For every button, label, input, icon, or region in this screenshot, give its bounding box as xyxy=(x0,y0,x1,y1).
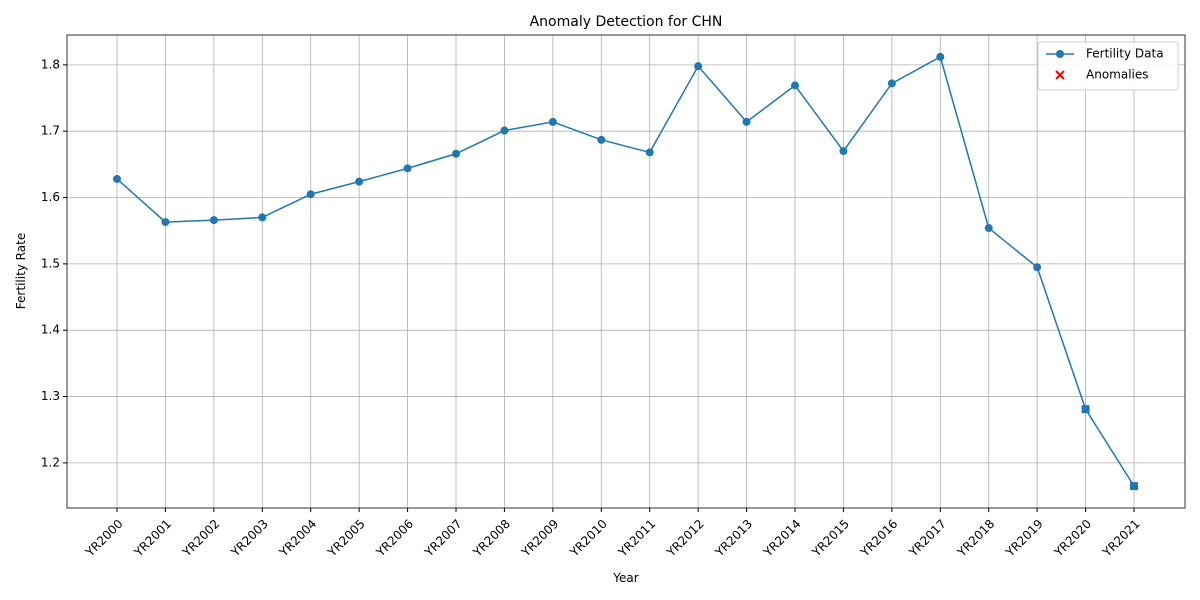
data-point xyxy=(500,126,509,135)
y-tick-label: 1.4 xyxy=(41,323,60,337)
data-point xyxy=(355,177,364,186)
legend-label: Fertility Data xyxy=(1086,47,1164,61)
y-tick-label: 1.3 xyxy=(41,389,60,403)
x-axis-label: Year xyxy=(612,571,638,585)
y-tick-label: 1.7 xyxy=(41,124,60,138)
data-point xyxy=(694,62,703,71)
data-point xyxy=(403,164,412,173)
data-point xyxy=(113,174,121,183)
data-point xyxy=(258,213,267,222)
data-point xyxy=(1081,405,1090,414)
data-point xyxy=(791,81,799,90)
data-point xyxy=(742,117,751,126)
data-point xyxy=(984,224,993,233)
legend-label: Anomalies xyxy=(1086,68,1149,82)
legend-marker xyxy=(1055,70,1065,80)
y-tick-label: 1.5 xyxy=(41,256,60,270)
data-point xyxy=(645,148,654,157)
y-axis-label: Fertility Rate xyxy=(14,233,28,309)
y-tick-label: 1.2 xyxy=(41,455,60,469)
legend-marker xyxy=(1056,50,1064,58)
data-point xyxy=(306,190,315,199)
data-point xyxy=(597,135,606,144)
legend: Fertility Data Anomalies xyxy=(1037,41,1179,91)
data-point xyxy=(839,147,848,156)
data-point xyxy=(887,79,896,88)
plot-frame xyxy=(66,34,1186,509)
data-point xyxy=(1130,482,1138,491)
data-point xyxy=(209,216,218,225)
data-point xyxy=(452,149,460,158)
chart-title: Anomaly Detection for CHN xyxy=(530,14,723,30)
series-line xyxy=(116,55,1135,487)
y-tick-label: 1.6 xyxy=(41,190,60,204)
data-point xyxy=(548,117,557,126)
data-point xyxy=(161,218,170,227)
y-tick-label: 1.8 xyxy=(41,57,60,71)
data-point xyxy=(1033,263,1042,272)
data-point xyxy=(936,52,945,61)
